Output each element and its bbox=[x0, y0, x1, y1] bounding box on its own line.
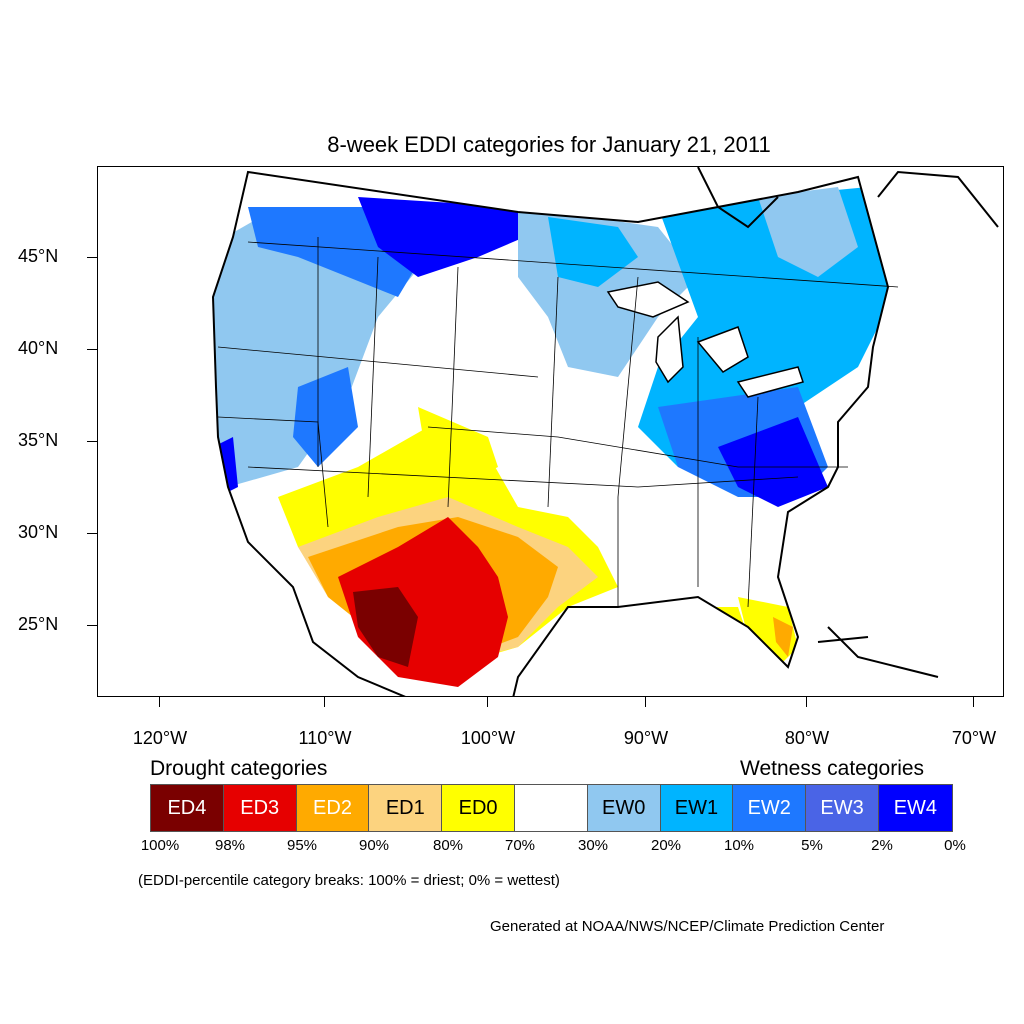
lat-label-35: 35°N bbox=[18, 430, 59, 450]
land-base bbox=[213, 172, 888, 696]
lon-label-100: 100°W bbox=[460, 728, 516, 748]
legend-cell-ed3: ED3 bbox=[223, 785, 297, 831]
legend-cell-ed4: ED4 bbox=[151, 785, 224, 831]
legend-cell-neutral bbox=[514, 785, 588, 831]
state-borders bbox=[217, 237, 899, 608]
pct-label: 70% bbox=[504, 837, 536, 854]
legend-cell-ew3: EW3 bbox=[806, 785, 879, 831]
pct-label: 80% bbox=[432, 837, 464, 854]
lat-label-25: 25°N bbox=[18, 614, 59, 634]
lon-tick-90 bbox=[645, 697, 646, 707]
lat-tick-35 bbox=[87, 441, 97, 442]
credit-line: Generated at NOAA/NWS/NCEP/Climate Predi… bbox=[490, 918, 885, 935]
legend-cell-ed0: ED0 bbox=[442, 785, 515, 831]
lat-label-45: 45°N bbox=[18, 246, 59, 266]
lon-tick-120 bbox=[159, 697, 160, 707]
lon-label-90: 90°W bbox=[623, 728, 669, 748]
pct-label: 2% bbox=[871, 837, 893, 854]
lat-tick-45 bbox=[87, 257, 97, 258]
category-note: (EDDI-percentile category breaks: 100% =… bbox=[138, 872, 560, 889]
pct-label: 95% bbox=[286, 837, 318, 854]
lat-tick-30 bbox=[87, 533, 97, 534]
lon-tick-80 bbox=[806, 697, 807, 707]
pct-label: 90% bbox=[358, 837, 390, 854]
legend-cell-ew2: EW2 bbox=[733, 785, 807, 831]
lat-label-30: 30°N bbox=[18, 522, 59, 542]
legend-cell-ed1: ED1 bbox=[369, 785, 443, 831]
lon-tick-100 bbox=[487, 697, 488, 707]
map-title: 8-week EDDI categories for January 21, 2… bbox=[327, 132, 771, 157]
pct-label: 100% bbox=[140, 837, 180, 854]
map-area[interactable] bbox=[97, 166, 1004, 697]
pct-label: 10% bbox=[723, 837, 755, 854]
lon-label-70: 70°W bbox=[951, 728, 997, 748]
land-outline bbox=[211, 170, 890, 696]
lon-label-80: 80°W bbox=[784, 728, 830, 748]
lat-label-40: 40°N bbox=[18, 338, 59, 358]
lon-label-110: 110°W bbox=[298, 728, 352, 748]
legend-cell-ew1: EW1 bbox=[660, 785, 734, 831]
lon-tick-70 bbox=[973, 697, 974, 707]
pct-label: 5% bbox=[801, 837, 823, 854]
great-lakes bbox=[606, 281, 804, 398]
lat-tick-40 bbox=[87, 349, 97, 350]
pct-label: 30% bbox=[577, 837, 609, 854]
pct-label: 20% bbox=[650, 837, 682, 854]
legend-cell-ew4: EW4 bbox=[878, 785, 952, 831]
legend-cell-ed2: ED2 bbox=[296, 785, 370, 831]
lon-tick-110 bbox=[324, 697, 325, 707]
drought-heading: Drought categories bbox=[150, 757, 328, 780]
lat-tick-25 bbox=[87, 625, 97, 626]
pct-label: 0% bbox=[944, 837, 966, 854]
legend-cell-ew0: EW0 bbox=[587, 785, 661, 831]
wetness-heading: Wetness categories bbox=[740, 757, 925, 780]
coastlines-islands bbox=[697, 167, 999, 678]
eddi-map bbox=[211, 167, 999, 696]
pct-label: 98% bbox=[214, 837, 246, 854]
category-legend: ED4 ED3 ED2 ED1 ED0 EW0 EW1 EW2 EW3 EW4 bbox=[150, 784, 953, 832]
lon-label-120: 120°W bbox=[132, 728, 188, 748]
